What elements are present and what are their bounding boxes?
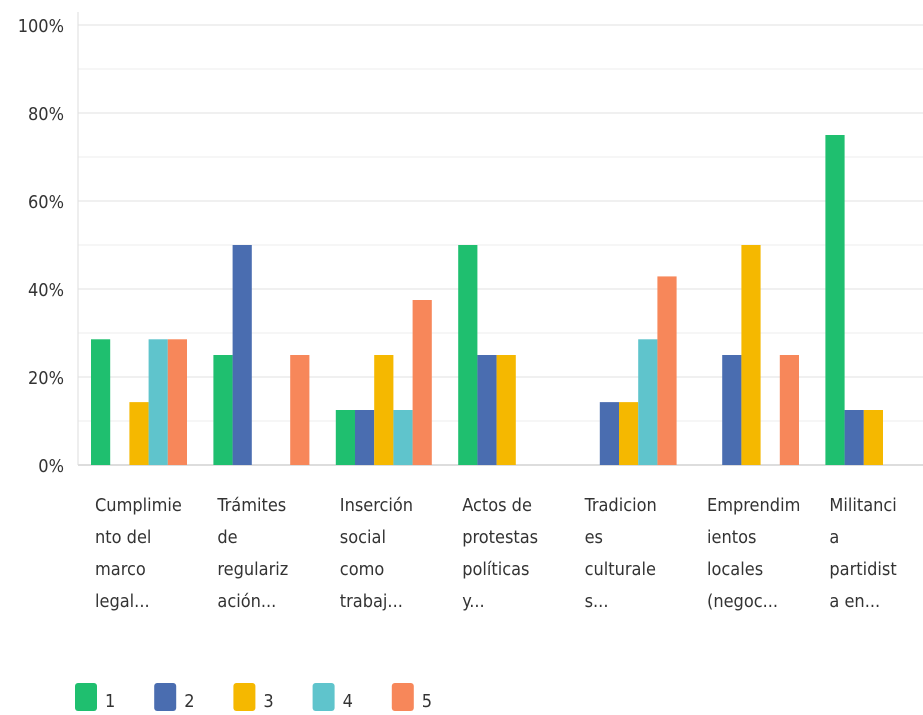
bar xyxy=(657,276,677,465)
bar xyxy=(722,355,742,465)
x-tick-label: Militanci xyxy=(829,495,896,516)
x-tick-label: culturale xyxy=(585,559,656,580)
x-tick-label: (negoc... xyxy=(707,591,778,612)
x-tick-label: legal... xyxy=(95,591,150,612)
bar xyxy=(355,410,375,465)
bar xyxy=(148,339,168,465)
x-tick-label: partidist xyxy=(829,559,896,580)
x-tick-label: Actos de xyxy=(462,495,532,516)
legend-label: 4 xyxy=(343,691,353,712)
x-tick-label: social xyxy=(340,527,386,548)
bar xyxy=(825,135,845,465)
bar xyxy=(213,355,233,465)
bar xyxy=(638,339,658,465)
x-tick-label: a xyxy=(829,527,839,548)
x-tick-label: políticas xyxy=(462,559,529,580)
x-tick-label: Inserción xyxy=(340,495,413,516)
bar xyxy=(374,355,394,465)
bar xyxy=(129,402,149,465)
bar xyxy=(393,410,413,465)
legend-swatch xyxy=(75,683,97,711)
bar xyxy=(290,355,310,465)
y-tick-label: 100% xyxy=(18,16,64,37)
y-tick-label: 60% xyxy=(28,192,64,213)
x-tick-label: como xyxy=(340,559,385,580)
x-tick-label: Tradicion xyxy=(584,495,657,516)
x-tick-label: s... xyxy=(585,591,609,612)
x-tick-label: nto del xyxy=(95,527,151,548)
legend-swatch xyxy=(391,683,414,711)
x-tick-label: a en... xyxy=(829,591,880,612)
bar xyxy=(863,410,883,465)
x-tick-label: trabaj... xyxy=(340,591,403,612)
bar xyxy=(335,410,355,465)
x-tick-label: marco xyxy=(95,559,146,580)
y-tick-label: 80% xyxy=(28,104,64,125)
bar xyxy=(599,402,619,465)
legend-swatch xyxy=(312,683,335,711)
legend-swatch xyxy=(233,683,256,711)
x-tick-label: Trámites xyxy=(216,495,286,516)
bar xyxy=(496,355,516,465)
y-tick-label: 20% xyxy=(28,368,64,389)
bar xyxy=(232,245,252,465)
bar xyxy=(844,410,864,465)
x-tick-label: Cumplimie xyxy=(95,495,182,516)
legend-label: 2 xyxy=(184,691,194,712)
x-tick-label: y... xyxy=(462,591,484,612)
legend-label: 3 xyxy=(263,691,273,712)
x-tick-label: es xyxy=(585,527,603,548)
x-tick-label: regulariz xyxy=(217,559,288,580)
bar xyxy=(412,300,432,465)
bar xyxy=(741,245,761,465)
legend-label: 1 xyxy=(105,691,115,712)
bar xyxy=(91,339,111,465)
y-tick-label: 0% xyxy=(38,456,64,477)
legend-swatch xyxy=(154,683,177,711)
x-tick-label: locales xyxy=(707,559,763,580)
bar xyxy=(458,245,478,465)
y-tick-label: 40% xyxy=(28,280,64,301)
x-tick-label: ación... xyxy=(217,591,276,612)
x-tick-label: Emprendim xyxy=(707,495,800,516)
bar xyxy=(167,339,187,465)
bar xyxy=(477,355,497,465)
x-tick-label: protestas xyxy=(462,527,538,548)
x-tick-label: de xyxy=(217,527,237,548)
legend-label: 5 xyxy=(422,691,432,712)
x-tick-label: ientos xyxy=(707,527,756,548)
bar xyxy=(779,355,799,465)
bar xyxy=(619,402,639,465)
